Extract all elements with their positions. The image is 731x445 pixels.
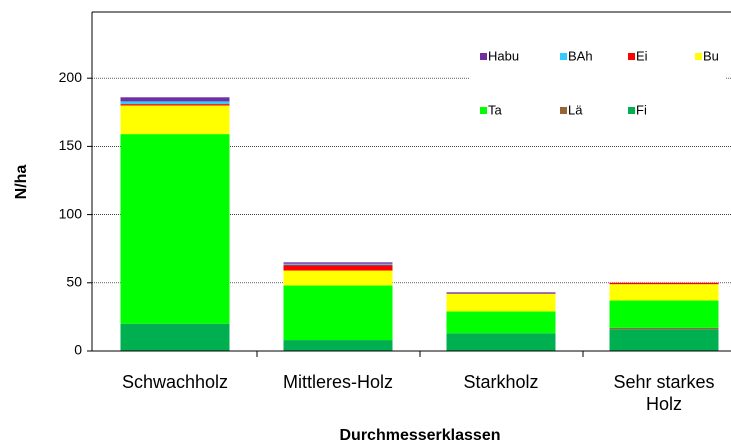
bar-segment <box>120 97 230 102</box>
legend-swatch <box>628 53 635 60</box>
legend-swatch <box>560 53 567 60</box>
legend-swatch <box>628 107 635 114</box>
bar-segment <box>446 311 556 334</box>
bar-segment <box>446 293 556 312</box>
x-tick-label: Starkholz <box>463 372 539 392</box>
legend-label: Ta <box>488 102 503 117</box>
bar-segment <box>120 104 230 106</box>
bar-segment <box>446 333 556 351</box>
bar-segment <box>609 282 719 285</box>
y-tick-label: 50 <box>66 274 82 290</box>
y-tick-label: 100 <box>59 205 83 221</box>
legend-bg <box>470 40 725 130</box>
bar-segment <box>120 105 230 135</box>
legend-label: Fi <box>636 102 647 117</box>
legend-swatch <box>480 53 487 60</box>
bar-segment <box>609 329 719 351</box>
bar-segment <box>283 270 393 286</box>
y-axis-title: N/ha <box>13 165 30 200</box>
bar-segment <box>446 292 556 294</box>
y-tick-label: 0 <box>74 342 82 358</box>
legend-label: Lä <box>568 102 583 117</box>
bar-segment <box>283 262 393 264</box>
bar-segment <box>609 300 719 328</box>
legend-swatch <box>480 107 487 114</box>
legend-label: Habu <box>488 48 519 63</box>
legend-swatch <box>695 53 702 60</box>
x-tick-label: Sehr starkes Holz <box>613 372 715 414</box>
bar-segment <box>120 101 230 105</box>
legend-label: Ei <box>636 48 648 63</box>
x-axis-title: Durchmesserklassen <box>340 427 501 444</box>
bar-segment <box>283 340 393 351</box>
legend-label: BAh <box>568 48 593 63</box>
y-tick-label: 150 <box>59 137 83 153</box>
bar-segment <box>120 323 230 351</box>
bar-segment <box>120 134 230 324</box>
bar-segment <box>609 327 719 330</box>
y-tick-label: 200 <box>59 69 83 85</box>
bar-segment <box>609 284 719 301</box>
bar-segment <box>283 263 393 266</box>
legend-label: Bu <box>703 48 719 63</box>
bar-segment <box>283 285 393 341</box>
x-tick-label: Mittleres-Holz <box>282 372 393 392</box>
x-tick-label: Schwachholz <box>121 372 229 392</box>
bar-segment <box>283 265 393 271</box>
legend-swatch <box>560 107 567 114</box>
